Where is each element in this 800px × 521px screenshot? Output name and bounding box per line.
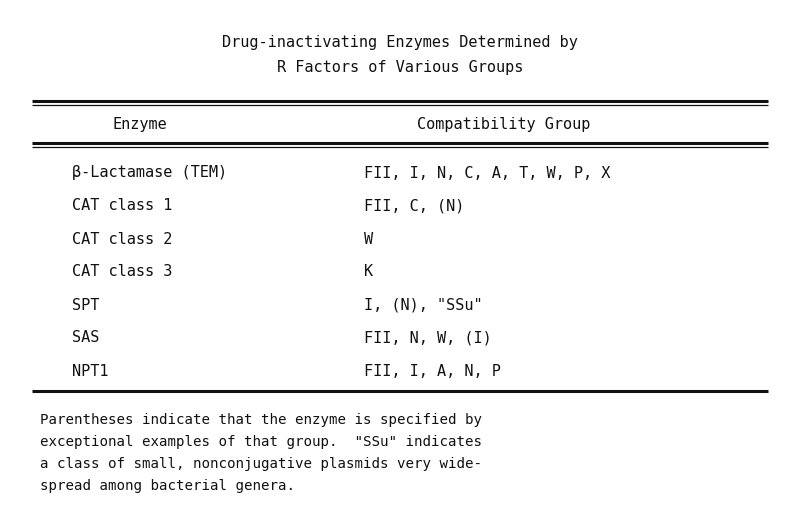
- Text: CAT class 1: CAT class 1: [72, 199, 172, 214]
- Text: I, (N), "SSu": I, (N), "SSu": [364, 297, 482, 313]
- Text: Enzyme: Enzyme: [113, 118, 167, 132]
- Text: NPT1: NPT1: [72, 364, 109, 378]
- Text: SAS: SAS: [72, 330, 99, 345]
- Text: R Factors of Various Groups: R Factors of Various Groups: [277, 60, 523, 75]
- Text: Compatibility Group: Compatibility Group: [418, 118, 590, 132]
- Text: FII, N, W, (I): FII, N, W, (I): [364, 330, 492, 345]
- Text: FII, I, A, N, P: FII, I, A, N, P: [364, 364, 501, 378]
- Text: β-Lactamase (TEM): β-Lactamase (TEM): [72, 166, 227, 180]
- Text: SPT: SPT: [72, 297, 99, 313]
- Text: FII, I, N, C, A, T, W, P, X: FII, I, N, C, A, T, W, P, X: [364, 166, 610, 180]
- Text: Parentheses indicate that the enzyme is specified by: Parentheses indicate that the enzyme is …: [40, 413, 482, 427]
- Text: exceptional examples of that group.  "SSu" indicates: exceptional examples of that group. "SSu…: [40, 435, 482, 449]
- Text: FII, C, (N): FII, C, (N): [364, 199, 464, 214]
- Text: K: K: [364, 265, 373, 279]
- Text: CAT class 3: CAT class 3: [72, 265, 172, 279]
- Text: W: W: [364, 231, 373, 246]
- Text: Drug-inactivating Enzymes Determined by: Drug-inactivating Enzymes Determined by: [222, 35, 578, 50]
- Text: spread among bacterial genera.: spread among bacterial genera.: [40, 479, 295, 493]
- Text: CAT class 2: CAT class 2: [72, 231, 172, 246]
- Text: a class of small, nonconjugative plasmids very wide-: a class of small, nonconjugative plasmid…: [40, 457, 482, 471]
